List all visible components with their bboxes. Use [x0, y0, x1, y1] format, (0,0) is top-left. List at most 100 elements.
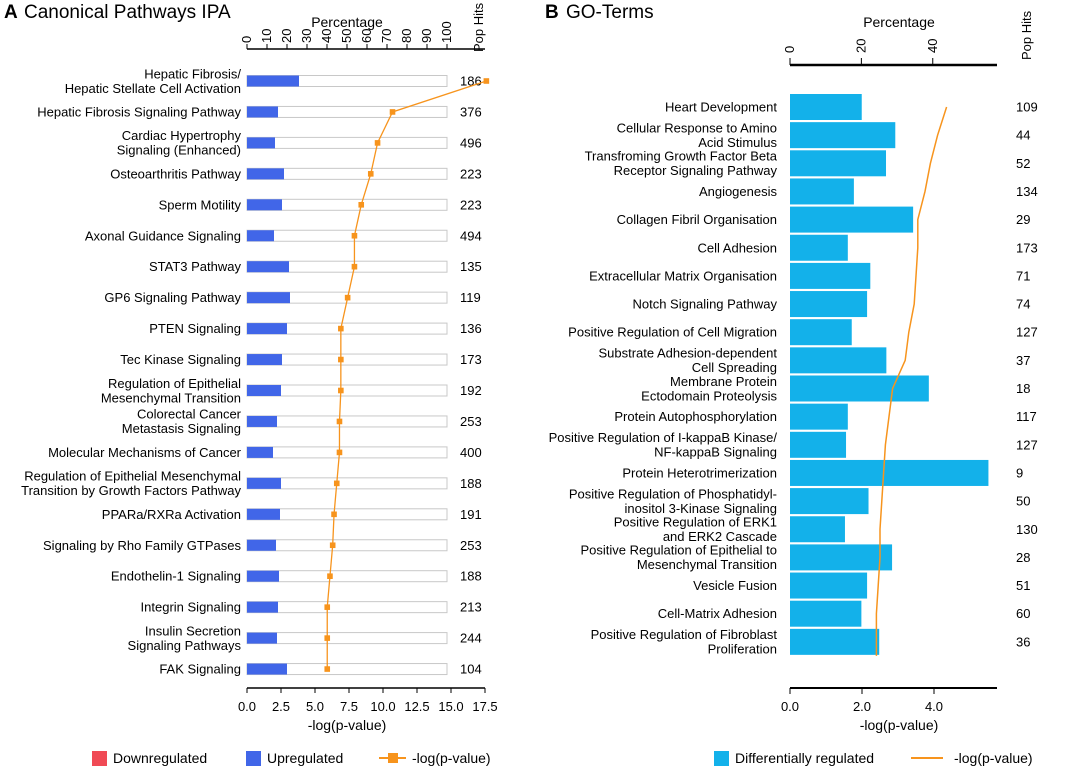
panel-b-category-label: Positive Regulation of Epithelial to Mese…	[580, 543, 777, 573]
panel-a-row: Cardiac Hypertrophy Signaling (Enhanced) 4…	[117, 128, 482, 158]
panel-a-row: Colorectal Cancer Metastasis Signaling 253	[122, 407, 482, 437]
panel-b-pop-hits-header: Pop Hits	[1019, 10, 1034, 60]
panel-a-bottom-tick-label: 7.5	[340, 699, 358, 714]
panel-a-bottom-tick-label: 2.5	[272, 699, 290, 714]
panel-a-bar-upregulated	[247, 261, 289, 273]
panel-a-row: Axonal Guidance Signaling 494	[85, 228, 482, 243]
panel-b-category-label: Protein Heterotrimerization	[622, 465, 777, 480]
legend-swatch	[246, 751, 261, 766]
panel-b-category-label: Vesicle Fusion	[693, 578, 777, 593]
panel-a-legend-item: -log(p-value)	[379, 750, 491, 766]
panel-a-bar-upregulated	[247, 570, 279, 582]
panel-a-bottom-axis-title: -log(p-value)	[308, 717, 387, 733]
panel-b-top-tick-label: 0	[782, 46, 797, 53]
panel-a-category-label: GP6 Signaling Pathway	[104, 290, 241, 305]
panel-a-pvalue-point	[351, 263, 358, 270]
panel-a-rows: Hepatic Fibrosis/Hepatic Stellate Cell A…	[21, 66, 482, 676]
panel-b-pop-hits-value: 71	[1016, 268, 1030, 283]
panel-a-pop-hits-value: 136	[460, 321, 482, 336]
panel-b-row: Heart Development 109	[665, 94, 1038, 120]
panel-a-pvalue-point	[327, 573, 333, 579]
panel-a-top-tick-label: 60	[359, 29, 374, 43]
panel-a-row: Molecular Mechanisms of Cancer 400	[48, 445, 482, 460]
panel-a: A Canonical Pathways IPA Percentage Pop …	[4, 2, 498, 766]
panel-a-pvalue-point	[483, 78, 490, 84]
panel-a-bottom-tick-label: 10.0	[370, 699, 395, 714]
panel-b-pop-hits-value: 44	[1016, 128, 1030, 143]
panel-b-pop-hits-value: 18	[1016, 381, 1030, 396]
panel-b-top-axis-title: Percentage	[863, 14, 935, 30]
panel-b-pop-hits-value: 117	[1016, 409, 1037, 424]
panel-a-category-label: Integrin Signaling	[141, 600, 241, 615]
panel-b-category-label: Protein Autophosphorylation	[614, 409, 777, 424]
panel-b-bar	[790, 572, 868, 599]
legend-label: Downregulated	[113, 750, 207, 766]
panel-b-pop-hits-value: 29	[1016, 212, 1030, 227]
panel-b-row: Notch Signaling Pathway 74	[632, 291, 1030, 318]
panel-a-pop-hits-value: 400	[460, 445, 482, 460]
panel-b-category-label: Extracellular Matrix Organisation	[589, 268, 777, 283]
panel-a-category-label: Cardiac Hypertrophy Signaling (Enhanced)	[117, 128, 242, 158]
panel-b-legend-item: -log(p-value)	[911, 750, 1033, 766]
panel-b-category-label: Cell-Matrix Adhesion	[658, 606, 777, 621]
panel-b-category-label: Positive Regulation of Fibroblast Prolife…	[591, 627, 778, 657]
panel-b-bar	[790, 122, 896, 149]
panel-a-pop-hits-value: 213	[460, 600, 482, 615]
panel-b-top-axis: 0 20 40	[782, 39, 997, 67]
panel-b-row: Cell-Matrix Adhesion 60	[658, 600, 1030, 627]
legend-marker	[388, 753, 398, 763]
panel-a-bar-track	[246, 539, 448, 552]
panel-a-legend: Downregulated Upregulated -log(p-value)	[92, 750, 491, 766]
panel-b-category-label: Positive Regulation of Cell Migration	[568, 325, 777, 340]
panel-b-title: GO-Terms	[566, 2, 654, 23]
panel-a-pvalue-point	[331, 511, 337, 518]
panel-a-bottom-tick-label: 5.0	[306, 699, 324, 714]
panel-a-pvalue-point	[367, 171, 374, 177]
panel-a-row: GP6 Signaling Pathway 119	[104, 290, 480, 305]
panel-a-top-tick-label: 90	[419, 29, 434, 43]
panel-a-row: Regulation of Epithelial Mesenchymal Tran…	[101, 376, 482, 406]
panel-a-top-tick-label: 100	[439, 21, 454, 43]
panel-b-row: Angiogenesis 134	[699, 178, 1038, 205]
panel-a-pop-hits-value: 188	[460, 569, 482, 584]
panel-a-top-tick-label: 50	[339, 29, 354, 43]
panel-b-legend: Differentially regulated -log(p-value)	[714, 750, 1033, 766]
panel-a-pvalue-point	[338, 387, 344, 394]
panel-a-category-label: PPARa/RXRa Activation	[102, 507, 241, 522]
panel-a-bottom-axis: 0.0 2.5 5.0 7.5 10.0 12.5 15.0 17.5	[238, 687, 498, 714]
panel-b-bar	[790, 262, 871, 289]
panel-a-pop-hits-value: 244	[460, 631, 482, 646]
panel-a-row: Tec Kinase Signaling 173	[120, 352, 481, 367]
panel-b-pop-hits-value: 36	[1016, 634, 1030, 649]
panel-a-pop-hits-value: 253	[460, 414, 482, 429]
panel-b-row: Cellular Response to Amino Acid Stimulus 4…	[617, 120, 1031, 150]
panel-a-pvalue-point	[333, 480, 340, 487]
panel-b-bottom-tick-label: 0.0	[781, 699, 799, 714]
panel-b-bar	[790, 431, 847, 458]
panel-a-category-label: Axonal Guidance Signaling	[85, 228, 241, 243]
panel-b-bar	[790, 600, 862, 627]
panel-a-pvalue-point	[358, 202, 365, 208]
panel-b-bottom-tick-label: 4.0	[925, 699, 943, 714]
panel-a-pop-hits-value: 494	[460, 228, 482, 243]
panel-a-top-tick-label: 70	[379, 29, 394, 43]
panel-b-pop-hits-value: 51	[1016, 578, 1030, 593]
panel-a-pvalue-point	[389, 109, 396, 115]
panel-a-category-label: Tec Kinase Signaling	[120, 352, 241, 367]
panel-a-pvalue-point	[338, 356, 344, 363]
panel-a-bar-upregulated	[247, 199, 282, 211]
panel-a-pvalue-point	[324, 666, 331, 672]
legend-label: -log(p-value)	[954, 750, 1033, 766]
panel-b-row: Positive Regulation of ERK1 and ERK2 Casc…	[614, 515, 1038, 545]
panel-b-row: Substrate Adhesion-dependent Cell Spreadi…	[598, 346, 1030, 376]
panel-a-bottom-tick-label: 12.5	[404, 699, 429, 714]
panel-a-pvalue-point	[336, 418, 343, 425]
panel-b-pvalue-polyline	[875, 106, 948, 656]
panel-b-row: Positive Regulation of Fibroblast Prolife…	[591, 627, 1031, 657]
panel-a-pop-hits-value: 223	[460, 197, 482, 212]
panel-b-row: Positive Regulation of Phosphatidyl-inos…	[569, 486, 1031, 515]
panel-a-pvalue-polyline	[326, 80, 487, 670]
panel-b-bar	[790, 347, 887, 374]
legend-label: Differentially regulated	[735, 750, 874, 766]
